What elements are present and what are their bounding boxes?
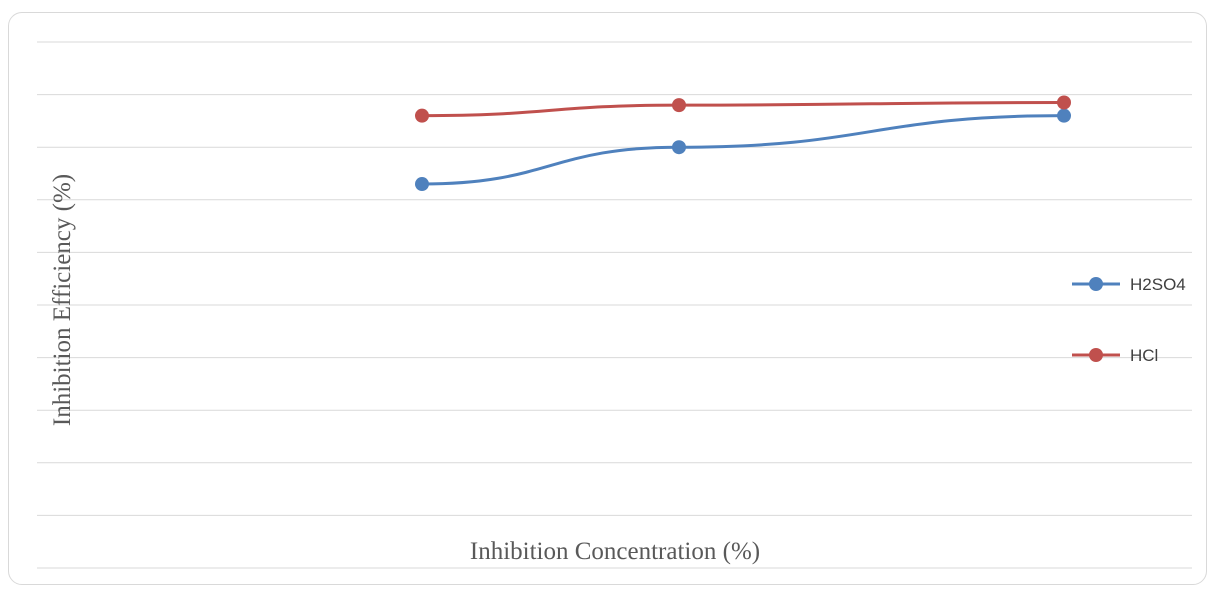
- grid: [37, 41, 1192, 569]
- legend-label-h2so4: H2SO4: [1130, 275, 1186, 294]
- legend-label-hcl: HCl: [1130, 346, 1158, 365]
- data-point-h2so4-1: [415, 177, 429, 192]
- series-line-h2so4: [420, 114, 1066, 186]
- legend-marker-h2so4: [1089, 277, 1103, 291]
- x-axis-title: Inhibition Concentration (%): [470, 538, 760, 565]
- data-point-h2so4-3: [1057, 108, 1071, 123]
- data-point-hcl-1: [415, 108, 429, 123]
- series-group: [415, 95, 1071, 192]
- legend-item-h2so4: H2SO4: [1072, 275, 1186, 294]
- legend: H2SO4 HCl: [1072, 275, 1186, 365]
- y-axis-title: Inhibition Efficiency (%): [49, 174, 76, 426]
- data-point-hcl-3: [1057, 95, 1071, 110]
- data-point-hcl-2: [672, 98, 686, 113]
- legend-item-hcl: HCl: [1072, 346, 1158, 365]
- data-point-h2so4-2: [672, 140, 686, 155]
- series-line-hcl: [420, 100, 1066, 118]
- legend-marker-hcl: [1089, 348, 1103, 362]
